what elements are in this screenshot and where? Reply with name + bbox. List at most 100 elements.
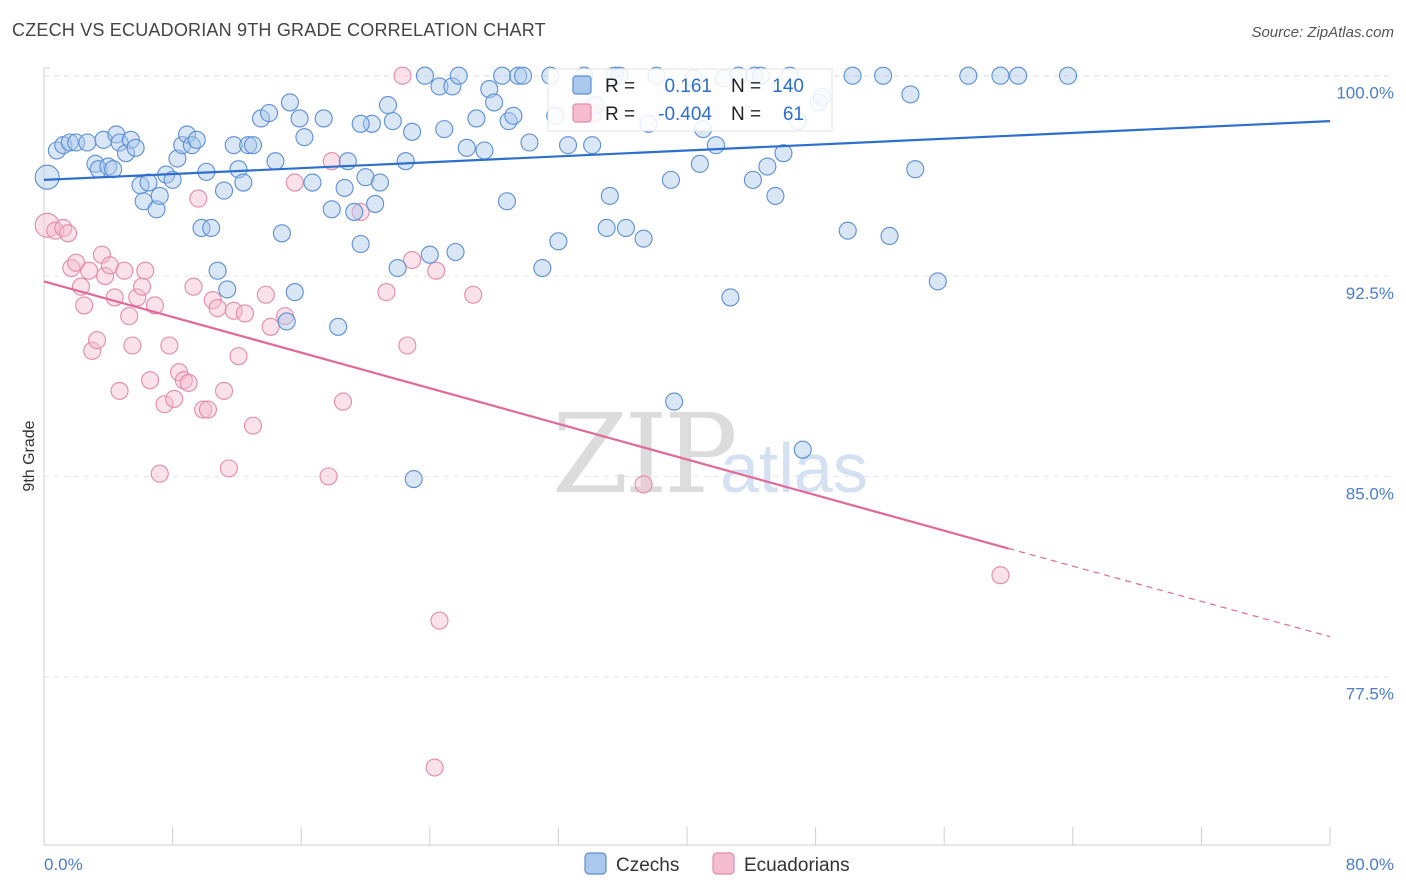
czechs-point [743, 170, 762, 189]
ecuadorians-point [155, 395, 174, 414]
czechs-point [583, 136, 602, 155]
ecuadorians-point [96, 266, 115, 286]
ecuadorians-point [425, 758, 444, 777]
ecuadorians-point [235, 304, 254, 323]
y-axis-label: 9th Grade [21, 420, 38, 491]
czechs-point [758, 157, 777, 176]
ecuadorians-point [141, 371, 160, 390]
chart-title: CZECH VS ECUADORIAN 9TH GRADE CORRELATIO… [12, 20, 546, 40]
ecuadorians-point [243, 416, 263, 435]
czechs-point [34, 164, 60, 190]
czechs-point [99, 157, 118, 176]
czechs-point [430, 77, 449, 96]
czechs-point [239, 136, 258, 155]
ecuadorians-n-label: N = [731, 104, 761, 125]
ecuadorians-point [160, 336, 179, 355]
czechs-point [706, 136, 725, 155]
watermark: ZIP atlas [552, 390, 868, 518]
czechs-point [378, 96, 398, 115]
czechs-point [259, 104, 279, 123]
x-axis-ticks [43, 67, 1331, 845]
czechs-point [558, 136, 578, 155]
czechs-point [549, 232, 568, 251]
x-tick-label-max: 80.0% [1346, 855, 1394, 874]
ecuadorians-point [123, 336, 142, 355]
czechs-point [280, 93, 299, 112]
czechs-point [147, 200, 166, 219]
czechs-point [285, 283, 304, 302]
czechs-point [403, 122, 422, 141]
watermark-atlas: atlas [720, 429, 868, 507]
czechs-points [34, 66, 1078, 489]
y-tick-label: 77.5% [1346, 685, 1394, 704]
czechs-point [504, 106, 523, 125]
legend-ecuadorians-swatch [712, 852, 735, 875]
ecuadorians-point [464, 285, 483, 304]
czechs-point [766, 186, 785, 205]
czechs-point [396, 152, 415, 171]
watermark-zip: ZIP [552, 390, 735, 518]
czechs-point [388, 258, 407, 278]
czechs-point [370, 173, 390, 192]
czechs-point [290, 109, 309, 128]
czechs-point [435, 120, 454, 139]
ecuadorians-r-label: R = [605, 104, 635, 125]
czechs-point [345, 202, 364, 221]
czechs-point [351, 114, 370, 133]
ecuadorians-point [87, 331, 107, 350]
czechs-point [134, 192, 153, 211]
ecuadorians-point [110, 381, 129, 400]
czechs-point [843, 66, 862, 85]
czechs-point [150, 186, 169, 205]
czechs-point [513, 66, 533, 85]
czechs-point [499, 112, 518, 131]
czechs-point [480, 80, 499, 99]
ecuadorians-point [115, 261, 134, 280]
stats-legend: R = 0.161 N = 140 R = -0.404 N = 61 [547, 68, 833, 132]
ecuadorians-point [67, 253, 86, 272]
czechs-point [520, 133, 539, 152]
ecuadorians-r-value: -0.404 [658, 104, 712, 125]
ecuadorians-point [991, 566, 1010, 585]
czechs-point [600, 186, 619, 205]
czechs-point [1009, 66, 1028, 85]
czechs-point [218, 280, 237, 299]
ecuadorians-point [214, 381, 234, 400]
czechs-point [634, 229, 653, 248]
ecuadorians-point [634, 475, 653, 494]
ecuadorians-point [128, 288, 147, 307]
czechs-point [838, 221, 857, 240]
ecuadorians-points [34, 66, 1010, 777]
czechs-point [509, 66, 528, 85]
czechs-trend-line [43, 120, 1331, 181]
ecuadorians-point [198, 400, 218, 419]
ecuadorians-point [165, 389, 184, 408]
legend-czechs-swatch [584, 852, 607, 875]
czechs-point [192, 218, 211, 238]
ecuadorians-point [83, 341, 102, 360]
ecuadorians-point [229, 347, 248, 366]
y-tick-label: 92.5% [1346, 284, 1394, 303]
ecuadorians-point [430, 611, 449, 630]
ecuadorians-point [333, 392, 353, 411]
czechs-point [243, 136, 263, 155]
y-tick-label: 100.0% [1336, 84, 1394, 103]
czechs-point [874, 66, 893, 85]
czechs-point [182, 136, 201, 155]
czechs-n-value: 140 [772, 76, 804, 97]
czechs-point [60, 133, 79, 152]
ecuadorians-point [219, 459, 238, 478]
ecuadorians-trend-extension [1008, 547, 1331, 638]
ecuadorians-point [136, 261, 155, 280]
czechs-point [78, 133, 97, 152]
czechs-point [116, 144, 136, 163]
ecuadorians-point [79, 261, 99, 280]
ecuadorians-point [403, 250, 422, 270]
czechs-point [272, 224, 291, 243]
czechs-point [1058, 66, 1078, 85]
ecuadorians-point [120, 307, 139, 326]
czechs-point [314, 109, 333, 128]
czechs-point [110, 133, 129, 152]
ecuadorians-point [427, 261, 446, 280]
czechs-point [351, 234, 370, 254]
